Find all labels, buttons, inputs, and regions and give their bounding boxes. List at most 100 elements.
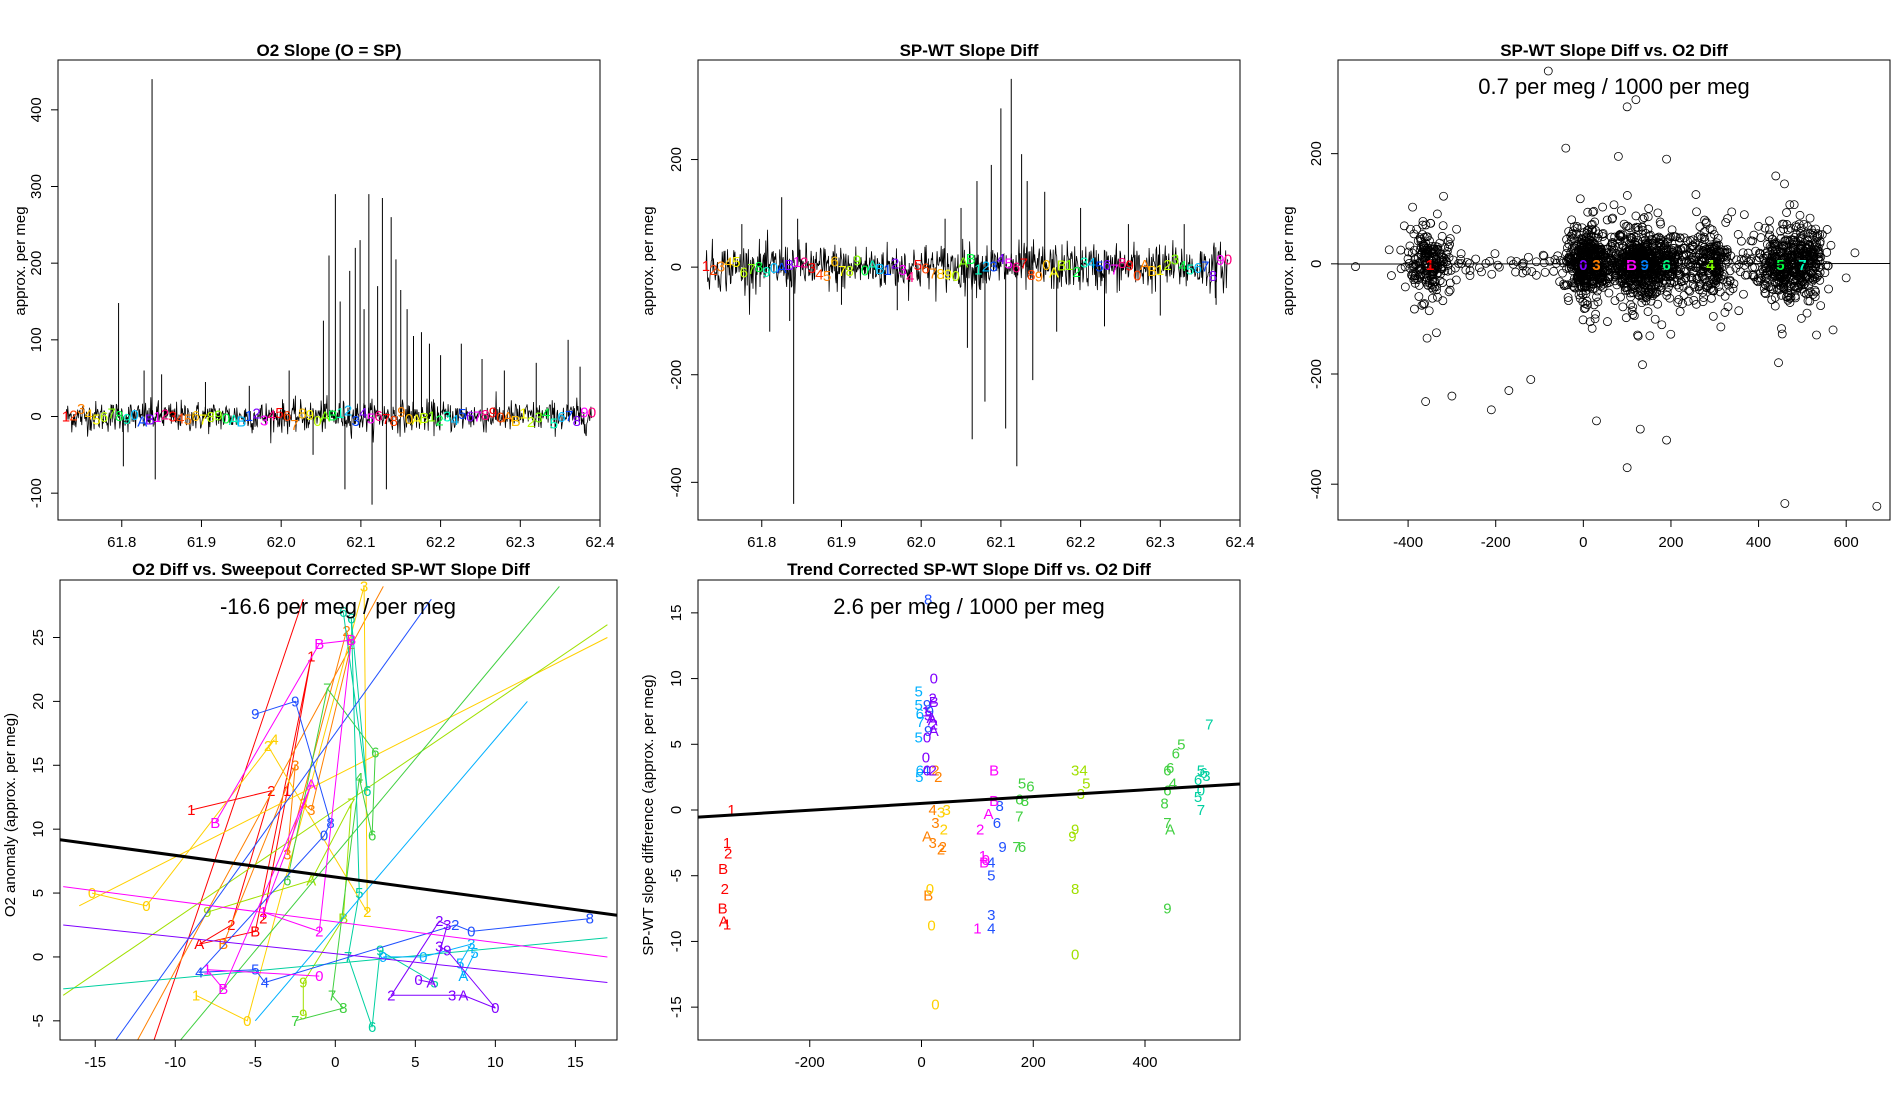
data-point — [1431, 247, 1441, 257]
series-marker: 4 — [815, 266, 823, 283]
series-marker: A — [229, 412, 239, 429]
point-label: 2 — [363, 904, 371, 921]
data-point — [1414, 292, 1424, 301]
x-tick-label: -5 — [249, 1054, 262, 1071]
data-point — [1771, 267, 1780, 277]
data-point — [1438, 296, 1448, 306]
data-point — [1564, 227, 1574, 236]
outlier-point — [1421, 397, 1431, 406]
data-point — [1671, 251, 1681, 261]
point-label: 0 — [931, 997, 939, 1014]
point-label: 2 — [934, 769, 942, 786]
data-point — [1739, 210, 1749, 220]
series-marker: 4 — [176, 410, 184, 427]
series-marker: 2 — [435, 413, 443, 430]
series-marker: 5 — [1004, 255, 1012, 272]
data-point — [1396, 264, 1406, 274]
y-tick-label: -100 — [28, 478, 45, 508]
data-point — [1439, 254, 1449, 264]
data-point — [1675, 233, 1685, 243]
data-point — [1780, 273, 1790, 283]
data-point — [1688, 241, 1698, 250]
point-label: 4 — [270, 732, 278, 749]
point-label: 2 — [930, 717, 938, 734]
data-point — [1432, 328, 1441, 338]
data-point — [1465, 271, 1475, 280]
data-point — [1633, 330, 1643, 340]
data-point — [1643, 224, 1653, 234]
point-label: 5 — [915, 684, 923, 701]
point-label: 9 — [926, 703, 934, 720]
series-marker: 9 — [944, 266, 952, 283]
data-point — [1812, 330, 1821, 340]
point-label: 1 — [973, 920, 981, 937]
point-label: A — [306, 872, 316, 889]
data-point — [1699, 293, 1708, 302]
point-label: 0 — [315, 968, 323, 985]
series-marker: 5 — [823, 268, 831, 285]
data-point — [1715, 287, 1725, 297]
data-point — [1471, 254, 1481, 264]
data-point — [1633, 268, 1643, 278]
series-marker: B — [966, 251, 976, 268]
panel-title: SP-WT Slope Diff — [900, 41, 1039, 60]
series-marker: 8 — [1209, 268, 1217, 285]
x-tick-label: 61.9 — [187, 534, 216, 551]
series-marker: 7 — [1201, 259, 1209, 276]
data-point — [1801, 272, 1811, 282]
series-marker: A — [1049, 264, 1059, 281]
point-label: 3 — [942, 802, 950, 819]
data-point — [1841, 273, 1851, 283]
data-point — [1590, 267, 1600, 277]
point-label: 1 — [187, 802, 195, 819]
y-tick-label: 0 — [30, 953, 47, 961]
series-marker: 0 — [222, 410, 230, 427]
data-point — [1651, 288, 1661, 298]
series-marker: A — [503, 409, 513, 426]
data-point — [1563, 243, 1572, 253]
group-connector — [286, 687, 376, 1022]
data-point — [1587, 323, 1597, 333]
point-label: 6 — [347, 610, 355, 627]
point-label: 7 — [323, 681, 331, 698]
data-point — [1628, 302, 1638, 312]
series-marker: 7 — [382, 411, 390, 428]
points-group: 122AB112B332233004223019A7B9967664787666… — [60, 580, 617, 1040]
x-tick-label: 61.9 — [827, 534, 856, 551]
data-point — [1436, 256, 1446, 265]
data-point — [1662, 287, 1672, 297]
data-point — [1417, 300, 1427, 310]
point-label: B — [989, 763, 999, 780]
data-point — [1564, 253, 1574, 263]
point-label: 1 — [723, 835, 731, 852]
series-marker: A — [1140, 257, 1150, 274]
series-marker: 8 — [1118, 255, 1126, 272]
data-point — [1650, 289, 1660, 299]
data-point — [1804, 288, 1814, 298]
point-label: 2 — [387, 987, 395, 1004]
data-point — [1776, 226, 1786, 236]
series-marker: 7 — [929, 266, 937, 283]
data-point — [1627, 306, 1637, 316]
data-point — [1668, 260, 1677, 270]
series-marker: 1 — [519, 405, 527, 422]
data-point — [1646, 281, 1656, 290]
point-label: 6 — [1200, 765, 1208, 782]
series-marker: 3 — [989, 258, 997, 275]
series-marker: 1 — [883, 262, 891, 279]
point-label: 9 — [291, 693, 299, 710]
data-point — [1615, 261, 1625, 270]
series-marker: 2 — [982, 258, 990, 275]
data-point — [1579, 237, 1589, 246]
data-point — [1652, 252, 1661, 262]
data-point — [1725, 276, 1735, 286]
point-label: B — [210, 815, 220, 832]
data-point — [1639, 213, 1649, 222]
data-point — [1666, 329, 1676, 339]
data-point — [1518, 258, 1528, 268]
point-label: 2 — [939, 839, 947, 856]
outlier-point — [1635, 424, 1645, 434]
group-fit-line — [62, 624, 608, 996]
data-point — [1589, 206, 1599, 216]
